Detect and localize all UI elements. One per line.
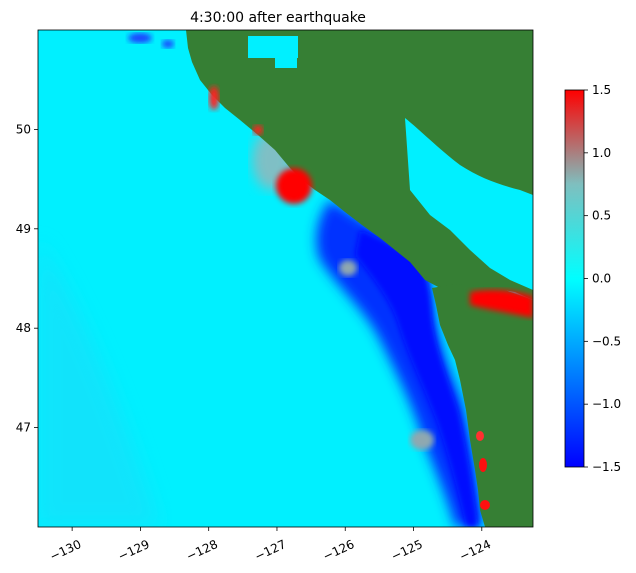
y-tick-label: 47	[16, 421, 31, 435]
colorbar-tick-label: −1.5	[592, 460, 621, 474]
land-washington	[432, 284, 533, 527]
x-tick-label: −130	[48, 537, 84, 564]
wave-crest	[339, 260, 357, 276]
y-tick-label: 49	[16, 222, 31, 236]
wave-trough-core	[355, 230, 478, 527]
wave-crest-red	[276, 168, 312, 204]
y-tick-label: 50	[16, 122, 31, 136]
wave-trough	[128, 33, 152, 43]
colorbar-tick-label: −0.5	[592, 334, 621, 348]
colorbar-tick-label: 0.0	[592, 272, 611, 286]
colorbar-tick-label: 0.5	[592, 209, 611, 223]
inlet	[418, 132, 452, 172]
wave-trough	[162, 40, 174, 48]
x-tick-label: −129	[116, 537, 152, 564]
map-plot-area	[38, 30, 533, 527]
wave-crest-red	[253, 125, 263, 135]
offshore-wave-field	[38, 240, 160, 527]
colorbar: 1.5 1.0 0.5 0.0 −0.5 −1.0 −1.5	[564, 83, 621, 474]
colorbar-tick-label: 1.5	[592, 83, 611, 97]
colorbar-tick-label: 1.0	[592, 146, 611, 160]
wave-crest-red	[476, 431, 484, 441]
colorbar-gradient	[564, 89, 585, 468]
wave-crest-red	[470, 289, 533, 318]
wave-crest-red	[209, 86, 219, 110]
wave-crest-red	[480, 500, 490, 510]
colorbar-ticks: 1.5 1.0 0.5 0.0 −0.5 −1.0 −1.5	[584, 83, 621, 474]
x-tick-label: −127	[252, 537, 288, 564]
y-axis: 47 48 49 50	[16, 122, 38, 435]
inlet	[248, 36, 298, 58]
wave-crest	[410, 430, 434, 450]
colorbar-tick-label: −1.0	[592, 397, 621, 411]
inlet	[275, 58, 297, 68]
y-tick-label: 48	[16, 321, 31, 335]
x-axis: −130 −129 −128 −127 −126 −125 −124	[48, 527, 493, 564]
wave-crest-red	[479, 458, 487, 472]
x-tick-label: −125	[389, 537, 425, 564]
plot-frame	[37, 29, 534, 528]
x-tick-label: −128	[184, 537, 220, 564]
land-vancouver-island	[186, 30, 533, 300]
wave-trough	[316, 200, 484, 527]
x-tick-label: −124	[457, 537, 493, 564]
map-title: 4:30:00 after earthquake	[190, 10, 366, 26]
x-tick-label: −126	[321, 537, 357, 564]
